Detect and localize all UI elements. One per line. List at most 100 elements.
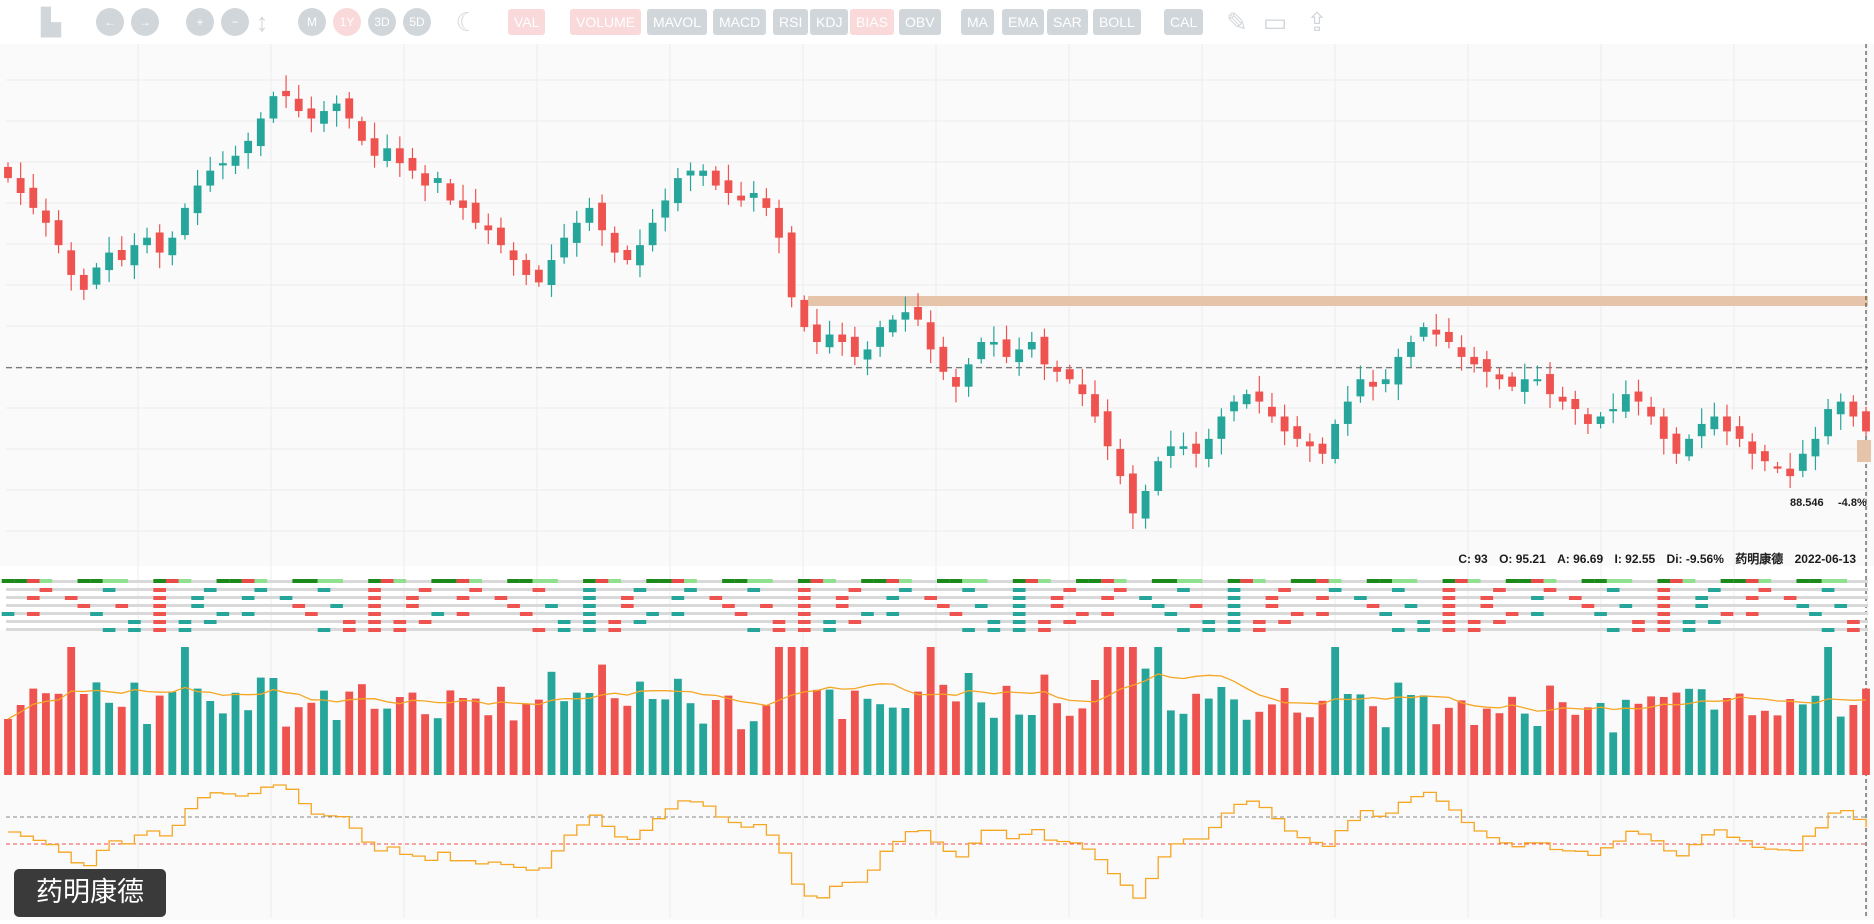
candle-body (939, 346, 948, 372)
zoom-out-icon[interactable]: − (221, 8, 249, 36)
candle-53 (673, 168, 682, 212)
strip-cell (1278, 620, 1291, 624)
candle-body (395, 148, 404, 164)
strip-cell (216, 612, 230, 616)
candle-body (661, 200, 670, 218)
strip-cell (1518, 579, 1532, 583)
vertical-resize-icon[interactable]: ↕ (255, 7, 269, 37)
volume-bar (1091, 680, 1099, 775)
volume-bar (686, 703, 695, 775)
strip-cell (342, 620, 356, 624)
candle-body (914, 306, 922, 320)
candle-body (686, 170, 695, 176)
rsi-toggle-button[interactable]: RSI (773, 9, 809, 35)
candle-body (610, 232, 619, 253)
strip-cell (1265, 596, 1279, 600)
range-3d-button[interactable]: 3D (368, 8, 396, 36)
strip-cell (1012, 579, 1026, 583)
strip-cell (519, 579, 533, 583)
candle-60 (762, 188, 771, 217)
candle-3 (42, 198, 50, 237)
volume-toggle-button[interactable]: VOLUME (570, 9, 642, 35)
strip-cell (368, 620, 381, 624)
candle-body (1584, 414, 1592, 424)
candle-87 (1103, 399, 1112, 461)
strip-cell (1290, 579, 1304, 583)
volume-bar (1520, 713, 1529, 775)
candle-body (357, 121, 366, 141)
volume-bar (673, 678, 682, 775)
strip-cell (1050, 596, 1064, 600)
volume-bar (155, 695, 164, 775)
strip-cell (583, 604, 596, 608)
strip-cell (797, 620, 811, 624)
draw-tools-icon[interactable]: ✎ (1226, 7, 1248, 37)
volume-bar (1318, 700, 1327, 775)
kdj-toggle-button[interactable]: KDJ (810, 9, 849, 35)
mavol-toggle-button[interactable]: MAVOL (647, 9, 707, 35)
range-5d-button[interactable]: 5D (403, 8, 431, 36)
candle-107 (1356, 365, 1365, 403)
share-upload-icon[interactable]: ⇪ (1306, 7, 1328, 37)
candle-51 (648, 209, 657, 252)
cal-toggle-button[interactable]: CAL (1164, 9, 1204, 35)
volume-bar (143, 724, 151, 775)
macd-toggle-button[interactable]: MACD (713, 9, 767, 35)
candle-body (762, 198, 771, 208)
strip-cell (608, 579, 622, 583)
boll-toggle-button[interactable]: BOLL (1093, 9, 1141, 35)
candle-17 (218, 151, 227, 180)
strip-cell (1404, 604, 1418, 608)
candle-98 (1242, 389, 1251, 409)
range-m-button[interactable]: M (298, 8, 326, 36)
candle-19 (244, 132, 253, 169)
candle-body (1305, 441, 1314, 447)
strip-cell (90, 579, 103, 583)
candle-138 (1748, 433, 1757, 470)
candle-body (1609, 409, 1618, 412)
screenshot-icon[interactable]: ▭ (1262, 7, 1288, 37)
obv-toggle-button[interactable]: OBV (899, 9, 941, 35)
candle-143 (1811, 426, 1820, 471)
strip-cell (1847, 620, 1860, 624)
ema-toggle-button[interactable]: EMA (1002, 9, 1045, 35)
val-toggle-button[interactable]: VAL (508, 9, 546, 35)
strip-cell (1088, 579, 1102, 583)
dark-mode-moon-icon[interactable]: ☾ (455, 7, 479, 37)
bias-toggle-button[interactable]: BIAS (850, 9, 894, 35)
strip-cell (368, 604, 381, 608)
volume-bar (1659, 697, 1668, 775)
forward-arrow-icon[interactable]: → (131, 8, 159, 36)
zoom-in-icon[interactable]: + (186, 8, 214, 36)
candle-body (1773, 466, 1782, 469)
candle-137 (1735, 416, 1744, 448)
candle-114 (1444, 318, 1453, 349)
candle-81 (1027, 331, 1036, 358)
price-pct-tag: -4.8% (1838, 497, 1867, 509)
strip-cell (77, 604, 91, 608)
sar-toggle-button[interactable]: SAR (1047, 9, 1088, 35)
candle-body (1546, 374, 1554, 395)
candle-body (433, 178, 442, 183)
candle-body (1091, 394, 1099, 417)
strip-cell (1227, 588, 1241, 592)
candle-99 (1255, 375, 1264, 414)
candle-61 (775, 199, 783, 254)
candle-141 (1786, 453, 1795, 489)
candle-66 (838, 322, 847, 356)
volume-bar (1343, 694, 1352, 775)
strip-cell (1012, 596, 1026, 600)
stock-icon[interactable]: ▙ (41, 7, 61, 37)
volume-bar (320, 690, 328, 775)
range-1y-button[interactable]: 1Y (333, 8, 361, 36)
back-arrow-icon[interactable]: ← (96, 8, 124, 36)
volume-bar (1710, 709, 1719, 775)
strip-cell (519, 612, 533, 616)
strip-cell (709, 596, 723, 600)
strip-cell (1076, 612, 1089, 616)
ma-toggle-button[interactable]: MA (961, 9, 994, 35)
volume-bar (888, 707, 897, 775)
candle-body (1356, 379, 1365, 397)
candle-body (105, 252, 114, 271)
strip-cell (848, 588, 862, 592)
